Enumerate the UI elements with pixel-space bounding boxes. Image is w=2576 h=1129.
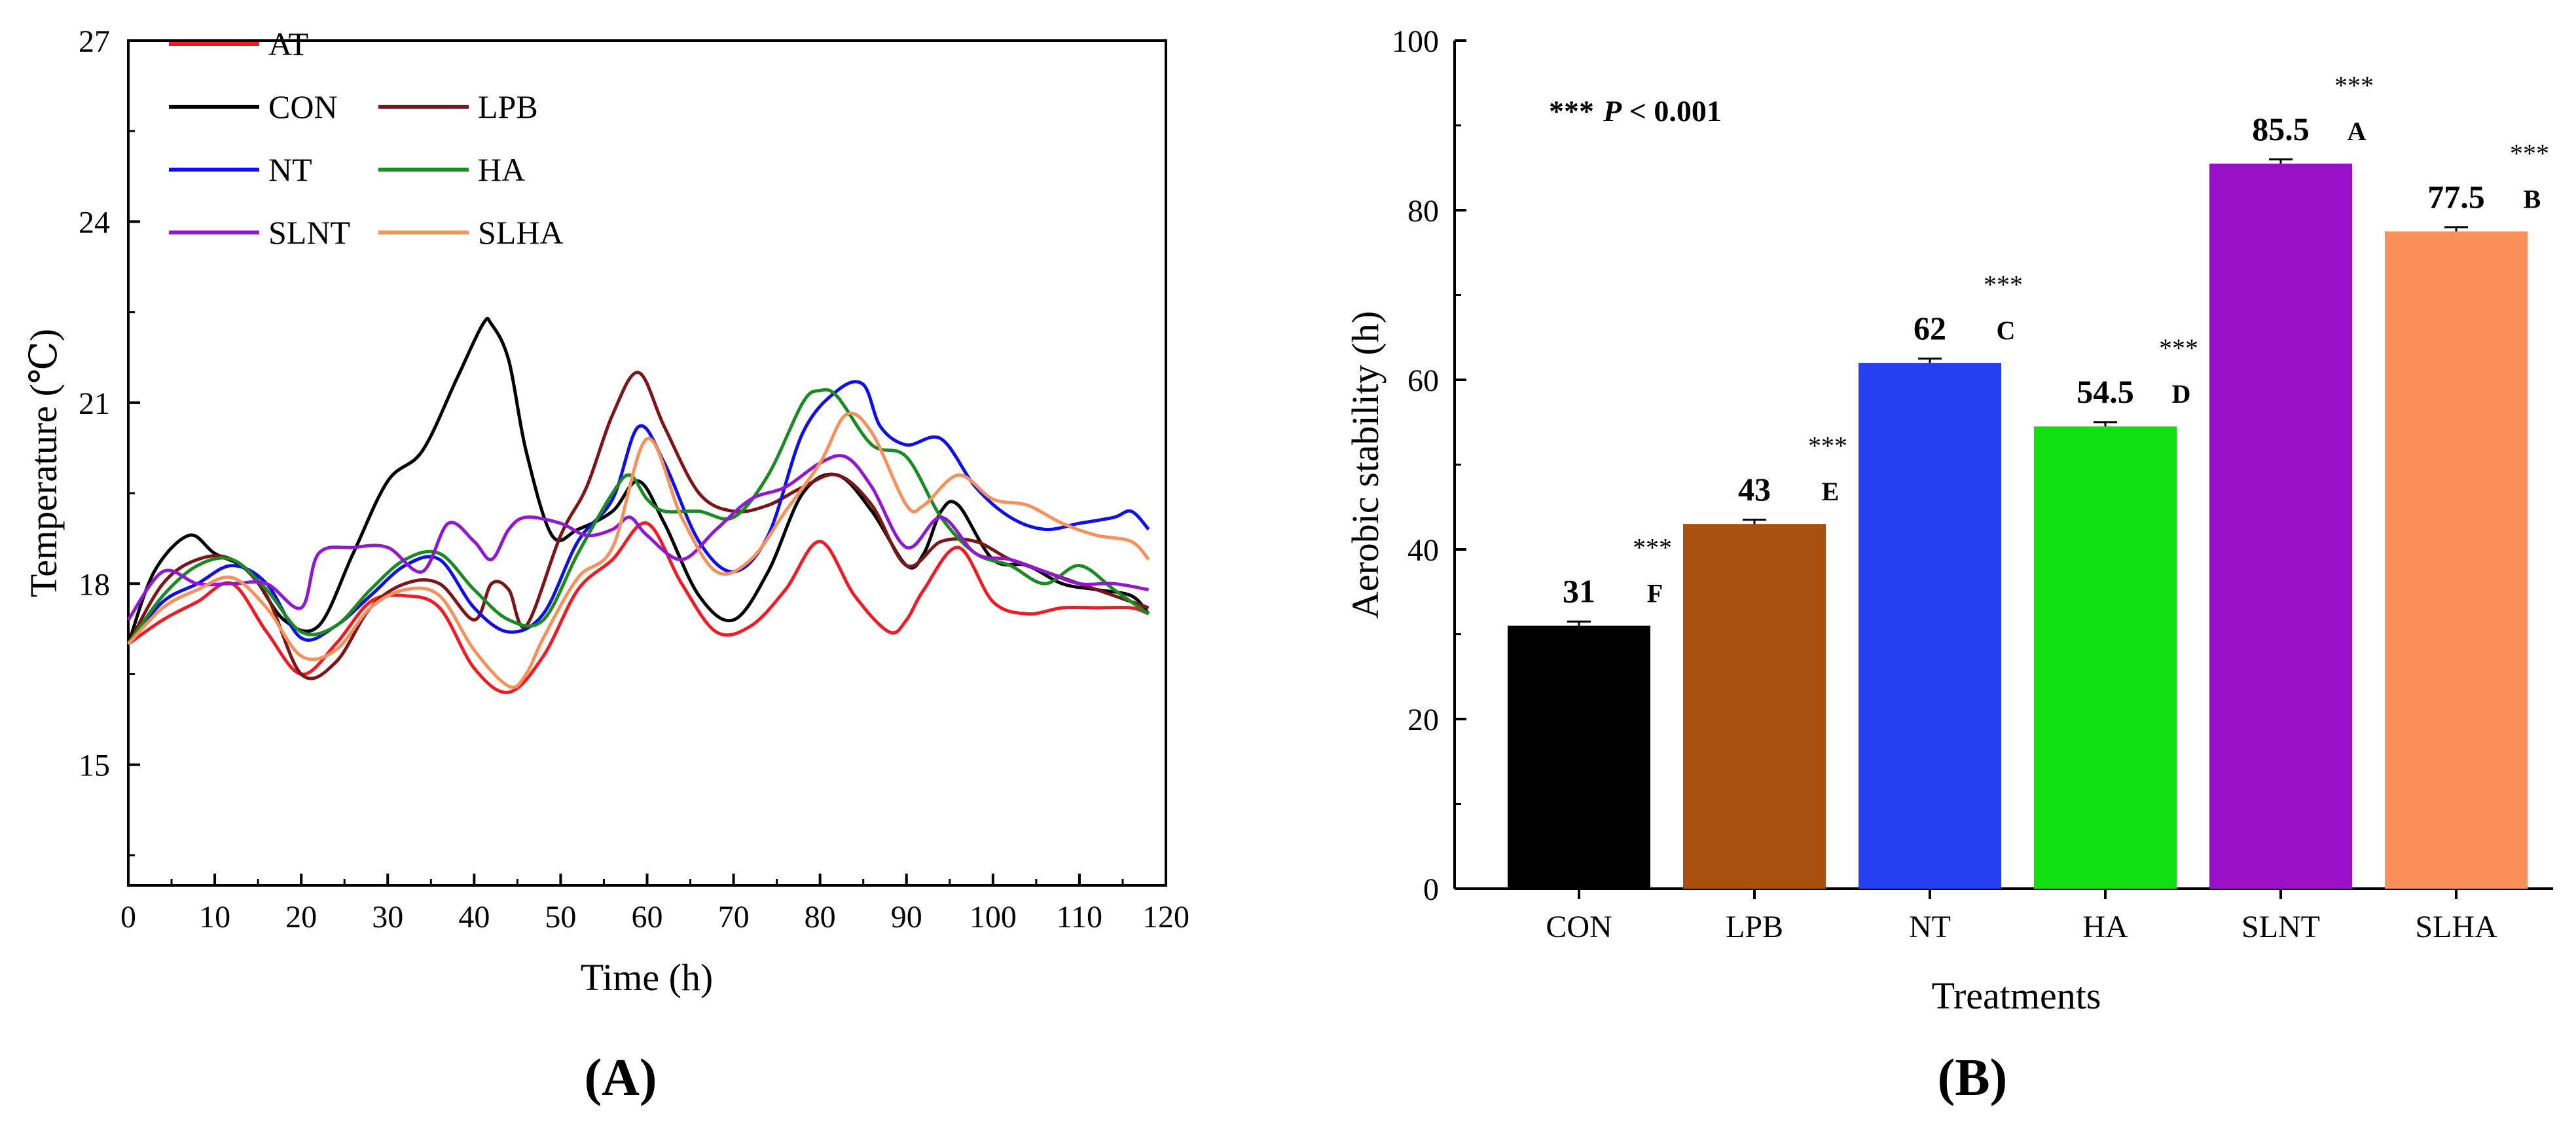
panel-b-y-ticks: 0 20 40 60 80 100 xyxy=(1392,24,1466,907)
series-line-lpb xyxy=(126,371,1150,680)
panel-b-y-tick-label: 40 xyxy=(1407,533,1439,568)
panel-a-x-tick-label: 10 xyxy=(199,900,230,935)
panel-a-y-axis-title: Temperature (℃) xyxy=(22,329,65,597)
panel-a-y-ticks: 15 18 21 24 27 xyxy=(79,24,140,857)
panel-a-x-tick-label: 0 xyxy=(120,900,136,935)
panel-a-x-tick-label: 60 xyxy=(632,900,663,935)
panel-a-x-tick-label: 30 xyxy=(372,900,403,935)
panel-a-x-axis-title: Time (h) xyxy=(581,956,714,999)
panel-a-x-tick-label: 80 xyxy=(805,900,836,935)
significance-stars-slnt: *** xyxy=(2334,71,2374,100)
significance-stars-ha: *** xyxy=(2159,333,2198,363)
significance-stars-nt: *** xyxy=(1984,270,2023,299)
value-label-con: 31 xyxy=(1563,573,1595,610)
panel-a-x-tick-label: 70 xyxy=(718,900,750,935)
legend-label-slnt: SLNT xyxy=(268,214,350,251)
bar-nt xyxy=(1859,363,2001,889)
bar-con xyxy=(1508,625,1650,889)
panel-a-y-tick-label: 27 xyxy=(79,24,110,59)
panel-a-y-tick-label: 21 xyxy=(79,386,110,421)
panel-a-y-tick-label: 15 xyxy=(79,749,110,783)
panel-a-x-tick-label: 110 xyxy=(1057,900,1102,935)
legend-label-slha: SLHA xyxy=(478,214,564,251)
significance-stars-lpb: *** xyxy=(1808,431,1847,460)
panel-b-y-tick-label: 0 xyxy=(1423,872,1439,907)
panel-a-x-tick-label: 120 xyxy=(1142,900,1189,935)
legend-label-con: CON xyxy=(268,88,338,125)
p-note-p: P xyxy=(1603,94,1622,128)
significance-letter-lpb: E xyxy=(1822,477,1840,506)
value-label-lpb: 43 xyxy=(1738,471,1771,508)
panel-a-legend: AT CON LPB NT HA SLNT SLHA xyxy=(169,26,564,251)
significance-stars-con: *** xyxy=(1633,533,1672,563)
series-line-at xyxy=(127,521,1150,694)
panel-a-x-tick-label: 100 xyxy=(970,900,1017,935)
series-line-slnt xyxy=(126,454,1150,621)
significance-letter-slnt: A xyxy=(2348,117,2367,146)
series-line-con xyxy=(126,316,1150,645)
panel-a-y-tick-label: 18 xyxy=(79,567,110,602)
panel-a-series-lines xyxy=(126,316,1150,694)
significance-letter-slha: B xyxy=(2524,184,2541,213)
series-line-slha xyxy=(127,411,1150,689)
x-tick-label-lpb: LPB xyxy=(1726,910,1783,944)
panel-a-x-ticks: 0 10 20 30 40 50 60 70 80 90 100 110 120 xyxy=(120,874,1189,935)
panel-b-p-value-note: *** P < 0.001 xyxy=(1549,94,1722,128)
significance-letter-con: F xyxy=(1647,579,1663,608)
x-tick-label-nt: NT xyxy=(1909,910,1951,944)
bar-slha xyxy=(2385,231,2528,889)
significance-letter-nt: C xyxy=(1997,316,2016,345)
panel-b-aerobic-stability-chart: 0 20 40 60 80 100 CON 31 F *** LPB 43 E *** NT 62 C *** H… xyxy=(1344,24,2553,1107)
x-tick-label-slnt: SLNT xyxy=(2241,910,2320,944)
legend-label-lpb: LPB xyxy=(478,88,538,125)
panel-a-x-tick-label: 90 xyxy=(891,900,922,935)
p-note-stars: *** xyxy=(1549,94,1594,128)
bar-lpb xyxy=(1683,524,1826,889)
legend-label-at: AT xyxy=(268,26,308,62)
x-tick-label-con: CON xyxy=(1546,910,1612,944)
value-label-slha: 77.5 xyxy=(2427,178,2485,215)
x-tick-label-ha: HA xyxy=(2082,910,2128,944)
panel-a-x-tick-label: 50 xyxy=(545,900,576,935)
legend-label-nt: NT xyxy=(268,151,312,188)
value-label-slnt: 85.5 xyxy=(2252,111,2310,147)
bar-slnt xyxy=(2209,163,2352,889)
panel-b-y-tick-label: 20 xyxy=(1407,703,1439,737)
panel-b-x-axis-title: Treatments xyxy=(1932,974,2101,1017)
series-line-ha xyxy=(126,388,1150,645)
panel-a-y-tick-label: 24 xyxy=(79,205,110,240)
panel-a-temperature-chart: 0 10 20 30 40 50 60 70 80 90 100 110 120 1518212427 … xyxy=(22,24,1189,1107)
value-label-ha: 54.5 xyxy=(2077,373,2134,410)
significance-letter-ha: D xyxy=(2172,379,2191,409)
panel-b-y-tick-label: 80 xyxy=(1407,194,1439,229)
p-note-rest: < 0.001 xyxy=(1622,94,1722,128)
panel-b-bars: CON 31 F *** LPB 43 E *** NT 62 C *** HA 54.5 D *** SLNT… xyxy=(1508,71,2549,944)
panel-a-x-tick-label: 40 xyxy=(458,900,490,935)
panel-b-y-tick-label: 100 xyxy=(1392,24,1439,59)
panel-a-label: (A) xyxy=(584,1049,657,1107)
legend-label-ha: HA xyxy=(478,151,525,188)
significance-stars-slha: *** xyxy=(2510,138,2549,168)
panel-b-label: (B) xyxy=(1938,1049,2008,1107)
bar-ha xyxy=(2034,426,2177,889)
value-label-nt: 62 xyxy=(1914,310,1946,346)
x-tick-label-slha: SLHA xyxy=(2415,910,2497,944)
panel-a-x-tick-label: 20 xyxy=(285,900,317,935)
panel-b-y-axis-title: Aerobic stability (h) xyxy=(1344,311,1387,619)
panel-b-y-tick-label: 60 xyxy=(1407,363,1439,398)
